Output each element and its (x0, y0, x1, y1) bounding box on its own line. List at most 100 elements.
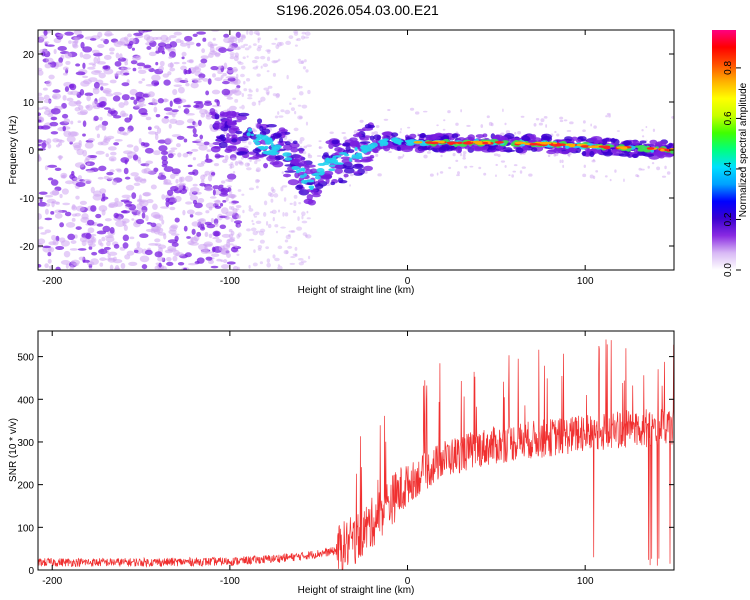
spectrogram-cell (316, 155, 322, 157)
spectrogram-cell (253, 213, 256, 216)
spectrogram-cell (182, 152, 189, 158)
spectrogram-cell (292, 97, 297, 101)
spectrogram-cell (533, 122, 537, 127)
spectrogram-cell (38, 69, 44, 76)
spectrogram-cell (248, 238, 255, 241)
spectrogram-cell (144, 249, 153, 256)
spectrogram-cell (407, 141, 414, 146)
spectrogram-cell (495, 141, 502, 144)
spectrogram-cell (272, 160, 284, 168)
spectrogram-cell (220, 259, 224, 263)
spectrogram-cell (343, 167, 355, 174)
spectrogram-cell (109, 52, 115, 55)
spectrogram-cell (86, 95, 91, 102)
spectrogram-cell (204, 221, 212, 226)
spectrogram-cell (529, 142, 539, 146)
spectrogram-cell (260, 135, 269, 141)
spectrogram-cell (277, 111, 280, 115)
spectrogram-cell (68, 40, 72, 44)
spectrogram-cell (153, 150, 161, 156)
spectrogram-cell (146, 221, 152, 225)
spectrogram-cell (199, 134, 204, 140)
spectrogram-cell (103, 175, 110, 180)
spectrogram-cell (118, 126, 125, 132)
spectrogram-cell (128, 261, 138, 266)
spectrogram-cell (237, 160, 243, 164)
spectrogram-cell (135, 218, 145, 225)
spectrogram-cell (284, 109, 291, 115)
spectrogram-cell (196, 42, 201, 47)
spectrogram-cell (113, 40, 123, 48)
spectrogram-cell (647, 165, 650, 169)
spectrogram-cell (114, 138, 123, 142)
spectrogram-cell (439, 171, 444, 174)
spectrogram-cell (220, 180, 226, 184)
spectrogram-cell (95, 213, 102, 219)
spectrogram-cell (236, 215, 241, 218)
spectrogram-cell (278, 58, 281, 62)
spectrogram-cell (399, 156, 404, 159)
spectrogram-cell (97, 141, 104, 146)
spectrogram-cell (265, 246, 269, 250)
spectrogram-cell (163, 79, 171, 86)
spectrogram-cell (194, 211, 203, 216)
spectrogram-cell (640, 168, 645, 171)
spectrogram-cell (71, 170, 75, 176)
spectrogram-cell (466, 141, 472, 144)
spectrogram-cell (194, 80, 202, 83)
spectrogram-cell (229, 44, 233, 48)
spectrogram-cell (531, 147, 538, 152)
spectrogram-cell (500, 132, 505, 136)
spectrogram-cell (180, 42, 188, 47)
spectrogram-cell (360, 141, 371, 144)
spectrogram-cell (168, 229, 177, 235)
spectrogram-cell (147, 126, 152, 131)
spectrogram-cell (513, 164, 518, 167)
spectrogram-cell (167, 245, 177, 251)
spectrogram-cell (208, 233, 213, 239)
spectrogram-cell (204, 231, 209, 238)
spectrogram-cell (98, 248, 108, 255)
spectrogram-cell (61, 188, 69, 195)
spectrogram-cell (241, 35, 246, 39)
spectrogram-cell (59, 139, 65, 143)
spectrogram-cell (127, 43, 133, 49)
spectrogram-cell (46, 198, 57, 204)
spectrogram-cell (229, 243, 234, 246)
spectrogram-cell (158, 65, 164, 72)
spectrogram-cell (244, 47, 250, 51)
spectrogram-cell (230, 246, 239, 253)
spectrogram-cell (554, 130, 557, 134)
spectrogram-cell (187, 240, 195, 245)
spectrogram-cell (184, 252, 192, 258)
spectrogram-cell (100, 242, 104, 247)
spectrogram-cell (210, 172, 216, 176)
spectrogram-cell (236, 253, 240, 256)
spectrogram-cell (74, 106, 81, 112)
spectrogram-cell (274, 115, 279, 119)
spectrogram-cell (197, 219, 205, 222)
spectrogram-cell (47, 177, 54, 181)
spectrogram-cell (239, 161, 244, 166)
spectrogram-cell (294, 253, 298, 258)
spectrogram-cell (109, 169, 115, 173)
spectrogram-cell (224, 137, 231, 142)
spectrogram-cell (352, 140, 360, 147)
spectrogram-cell (90, 205, 97, 212)
spectrogram-cell (236, 73, 239, 79)
spectrogram-cell (213, 162, 220, 167)
spectrogram-cell (292, 140, 298, 145)
spectrogram-cell (605, 115, 608, 118)
spectrogram-cell (240, 65, 246, 70)
spectrogram-cell (267, 191, 272, 197)
spectrogram-cell (91, 251, 98, 256)
spectrogram-cell (263, 162, 269, 169)
spectrogram-cell (83, 79, 92, 85)
spectrogram-cell (235, 204, 242, 209)
spectrogram-cell (114, 267, 121, 270)
spectrogram-cell (207, 259, 215, 265)
spectrogram-cell (285, 40, 292, 46)
spectrogram-cell (104, 33, 114, 36)
spectrogram-cell (158, 145, 168, 152)
spectrogram-cell (252, 222, 255, 226)
